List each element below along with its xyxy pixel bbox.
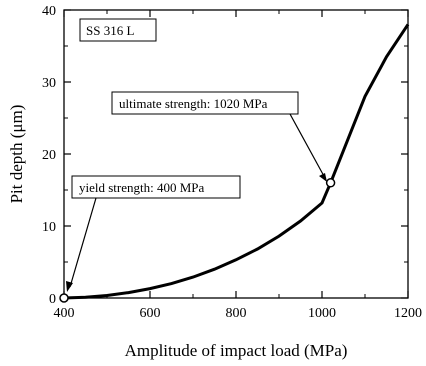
annotation-ultimate-frame [111, 91, 299, 115]
annotation-ultimate-arrowhead [319, 173, 327, 182]
plot-frame [63, 9, 409, 299]
annotation-ultimate-label: ultimate strength: 1020 MPa [119, 96, 268, 111]
x-tick-label: 1000 [308, 306, 336, 321]
y-tick-label: 40 [42, 4, 56, 19]
annotation-yield-frame [71, 175, 241, 199]
y-axis-title: Pit depth (μm) [7, 105, 26, 204]
tick-labels-group: 400 600 800 1000 1200 0 10 20 30 40 [42, 4, 422, 321]
annotation-yield-arrow [69, 197, 97, 288]
legend-box: SS 316 L [79, 18, 157, 42]
y-tick-label: 10 [42, 220, 56, 235]
data-point-marker [59, 293, 69, 303]
y-tick-label: 30 [42, 76, 56, 91]
x-tick-label: 600 [140, 306, 161, 321]
y-tick-label: 0 [49, 292, 56, 307]
markers-group [59, 178, 336, 303]
x-axis-title: Amplitude of impact load (MPa) [125, 341, 348, 360]
annotation-ultimate: ultimate strength: 1020 MPa [111, 91, 327, 182]
annotation-ultimate-arrow [289, 113, 326, 179]
series-line [63, 23, 410, 300]
legend-box-frame [79, 18, 157, 42]
data-point-marker [325, 178, 336, 188]
x-tick-label: 800 [226, 306, 247, 321]
legend-box-label: SS 316 L [86, 23, 134, 38]
annotation-yield-label: yield strength: 400 MPa [79, 180, 205, 195]
ticks-group [63, 9, 409, 299]
x-tick-label: 1200 [394, 306, 422, 321]
annotation-yield-arrowhead [66, 281, 73, 292]
x-tick-label: 400 [54, 306, 75, 321]
annotation-yield: yield strength: 400 MPa [66, 175, 241, 292]
y-tick-label: 20 [42, 148, 56, 163]
